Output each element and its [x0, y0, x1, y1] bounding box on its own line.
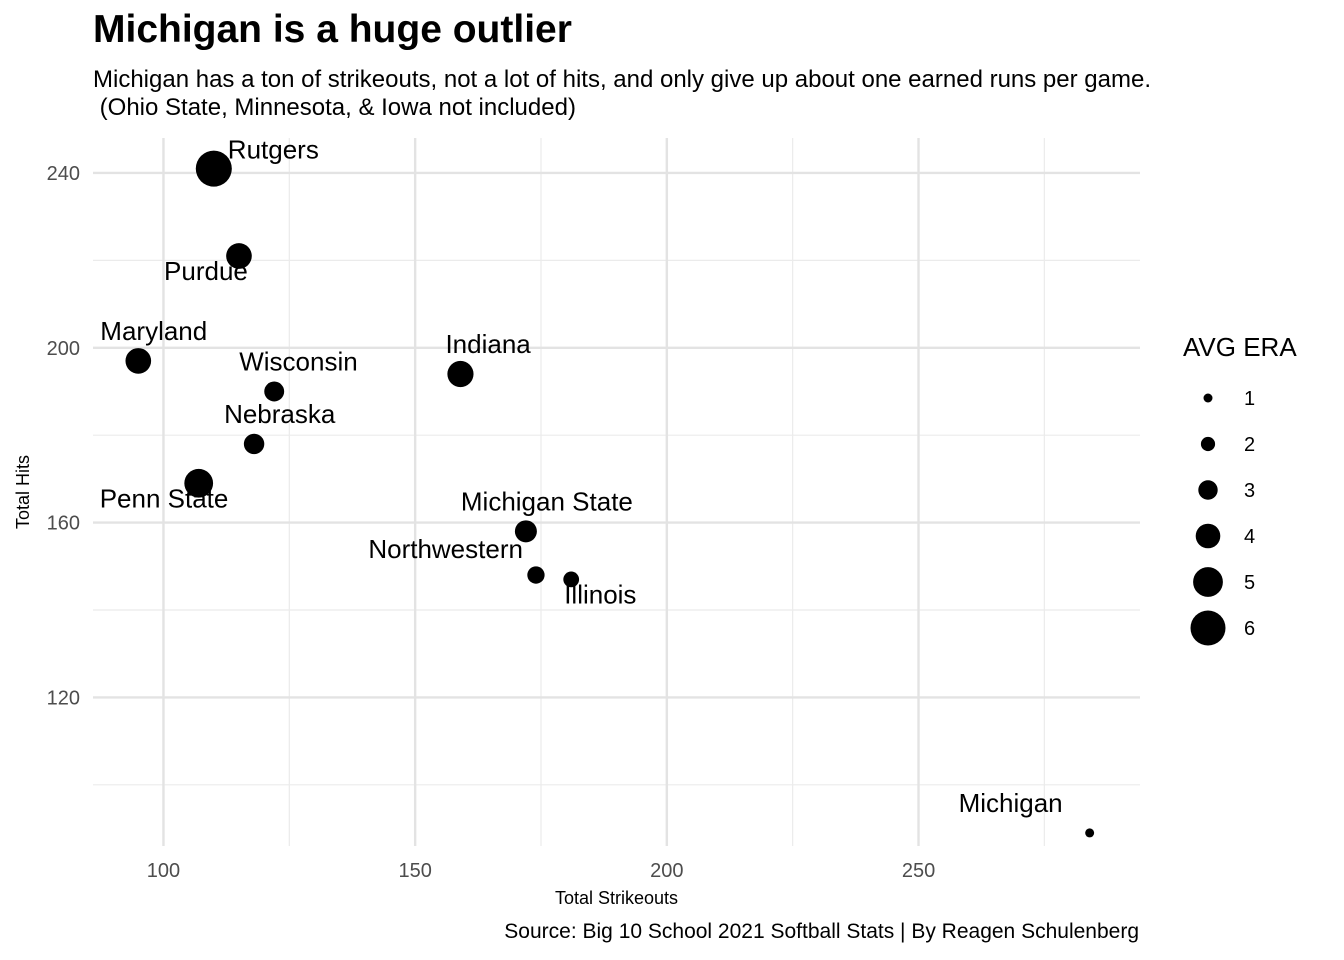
- x-tick-label: 250: [902, 860, 935, 882]
- point-label: Wisconsin: [239, 346, 357, 376]
- point-label: Rutgers: [228, 135, 319, 165]
- legend-items: 1 2 3 4 5 6: [1190, 388, 1255, 646]
- point-labels: Rutgers Purdue Maryland Wisconsin Indiana Neb…: [100, 135, 1063, 818]
- legend-label: 5: [1244, 572, 1255, 594]
- x-tick-label: 100: [147, 860, 180, 882]
- y-tick-label: 200: [47, 338, 80, 360]
- data-point: [226, 243, 252, 269]
- x-axis-title: Total Strikeouts: [555, 888, 678, 908]
- x-tick-label: 200: [650, 860, 683, 882]
- data-point: [264, 381, 285, 402]
- legend-key: [1203, 393, 1213, 403]
- point-label: Michigan: [959, 788, 1063, 818]
- legend-key: [1195, 523, 1221, 549]
- data-point: [195, 150, 232, 187]
- point-label: Purdue: [164, 256, 248, 286]
- point-label: Penn State: [100, 483, 229, 513]
- y-tick-label: 240: [47, 163, 80, 185]
- chart-title: Michigan is a huge outlier: [93, 8, 572, 51]
- size-legend: AVG ERA 1 2 3 4 5 6: [1183, 332, 1297, 646]
- point-label: Northwestern: [368, 534, 523, 564]
- data-points: [125, 150, 1095, 838]
- data-point: [563, 571, 580, 588]
- grid-lines: [93, 138, 1140, 846]
- data-point: [514, 520, 537, 543]
- legend-label: 2: [1244, 434, 1255, 456]
- chart-caption: Source: Big 10 School 2021 Softball Stat…: [504, 920, 1139, 943]
- legend-key: [1190, 610, 1226, 646]
- point-label: Indiana: [445, 329, 531, 359]
- legend-title: AVG ERA: [1183, 332, 1297, 362]
- data-point: [527, 566, 545, 584]
- point-label: Maryland: [100, 316, 207, 346]
- data-point: [1085, 828, 1095, 838]
- data-point: [447, 360, 474, 388]
- legend-key: [1193, 567, 1223, 597]
- legend-key: [1198, 480, 1218, 500]
- legend-key: [1200, 436, 1216, 452]
- y-axis-title: Total Hits: [13, 455, 33, 529]
- data-point: [243, 433, 265, 455]
- point-label: Illinois: [564, 579, 636, 609]
- legend-label: 3: [1244, 480, 1255, 502]
- y-tick-label: 120: [47, 687, 80, 709]
- y-tick-label: 160: [47, 513, 80, 535]
- chart-subtitle: Michigan has a ton of strikeouts, not a …: [93, 66, 1151, 121]
- x-tick-label: 150: [398, 860, 431, 882]
- axis-ticks: 100 150 200 250 120 160 200 240: [47, 163, 936, 882]
- legend-label: 1: [1244, 388, 1255, 410]
- data-point: [184, 468, 214, 498]
- legend-label: 6: [1244, 618, 1255, 640]
- point-label: Michigan State: [461, 486, 633, 516]
- data-point: [125, 348, 152, 374]
- point-label: Nebraska: [224, 399, 336, 429]
- legend-label: 4: [1244, 526, 1255, 548]
